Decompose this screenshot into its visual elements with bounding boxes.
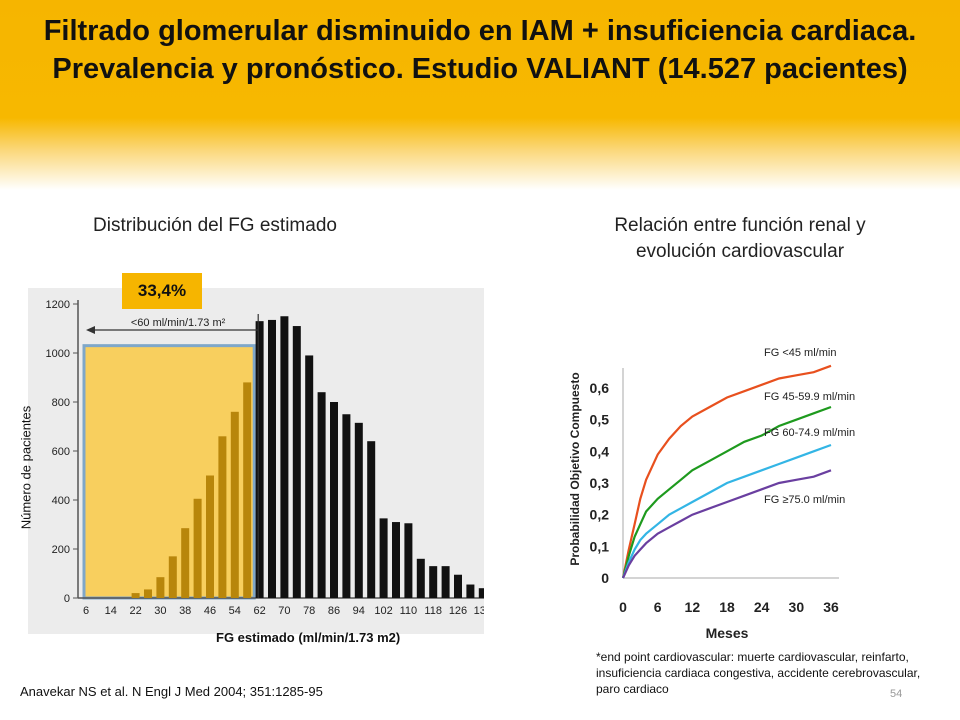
- bar: [404, 523, 413, 598]
- x-tick-label: 126: [449, 605, 467, 617]
- citation: Anavekar NS et al. N Engl J Med 2004; 35…: [20, 684, 323, 699]
- y-axis-label-left: Número de pacientes: [18, 405, 34, 530]
- series-line: [621, 364, 832, 579]
- x-tick-label: 12: [685, 599, 701, 615]
- bar: [131, 593, 140, 598]
- bar: [280, 316, 289, 598]
- y-tick-label: 0: [64, 593, 70, 605]
- x-tick-label: 94: [353, 605, 365, 617]
- y-tick-label: 0,3: [590, 475, 610, 491]
- x-tick-label: 54: [229, 605, 241, 617]
- series-label: FG 60-74.9 ml/min: [764, 427, 855, 439]
- bar: [367, 441, 376, 598]
- bar: [392, 522, 400, 598]
- series-label: FG <45 ml/min: [764, 347, 836, 359]
- outcome-chart-svg: 0 0,1 0,2 0,3 0,4 0,5 0,6 0 6 12 18 24 30 36 Meses Prob…: [568, 347, 855, 641]
- y-axis-label: Probabilidad Objetivo Compuesto: [568, 372, 582, 565]
- x-tick-label: 62: [253, 605, 265, 617]
- x-tick-label: 86: [328, 605, 340, 617]
- bar: [156, 577, 165, 598]
- x-tick-label: 38: [179, 605, 191, 617]
- bar: [342, 414, 351, 598]
- highlight-percentage: 33,4%: [122, 273, 202, 309]
- outcome-chart: 0 0,1 0,2 0,3 0,4 0,5 0,6 0 6 12 18 24 30 36 Meses Prob…: [563, 338, 863, 648]
- x-tick-label: 118: [424, 605, 442, 617]
- right-subtitle-line2: evolución cardiovascular: [635, 241, 845, 262]
- y-tick-label: 0,1: [590, 538, 610, 554]
- x-axis-label-left: FG estimado (ml/min/1.73 m2): [216, 630, 401, 645]
- y-tick-label: 0,6: [590, 380, 610, 396]
- x-tick-label: 70: [278, 605, 290, 617]
- x-tick-label: 6: [83, 605, 89, 617]
- bar: [230, 411, 239, 598]
- x-tick-label: 30: [789, 599, 805, 615]
- bar: [181, 528, 190, 598]
- bar: [354, 422, 363, 598]
- series-line: [621, 405, 832, 579]
- right-subtitle-line1: Relación entre función renal y: [614, 215, 866, 236]
- y-tick-label: 800: [52, 397, 70, 409]
- bar: [206, 475, 214, 598]
- y-tick-label: 600: [52, 446, 70, 458]
- threshold-arrow-head: [86, 326, 95, 334]
- page-number: 54: [890, 688, 903, 700]
- bar: [255, 321, 264, 598]
- footnote: *end point cardiovascular: muerte cardio…: [596, 650, 921, 696]
- distribution-chart-svg: 0 200 400 600 800 1000 1200 6 14 22 30 38 46 54 62 70 78…: [46, 299, 506, 617]
- x-tick-label: 22: [129, 605, 141, 617]
- distribution-chart: 0 200 400 600 800 1000 1200 6 14 22 30 38 46 54 62 70 78…: [28, 288, 506, 634]
- y-tick-label: 0: [601, 570, 609, 586]
- bar: [168, 556, 177, 598]
- series-line: [621, 469, 832, 579]
- y-tick-label: 0,4: [590, 443, 610, 459]
- bar: [379, 518, 388, 598]
- slide-title: Filtrado glomerular disminuido en IAM + …: [43, 15, 917, 85]
- right-subtitle: Relación entre función renal y evolución…: [555, 213, 925, 265]
- series-label: FG 45-59.9 ml/min: [764, 391, 855, 403]
- bar: [454, 574, 462, 598]
- y-tick-label: 200: [52, 544, 70, 556]
- x-tick-label: 134: [474, 605, 484, 617]
- bar: [243, 382, 252, 598]
- x-tick-label: 0: [619, 599, 627, 615]
- y-tick-label: 0,5: [590, 412, 610, 428]
- bar: [268, 319, 276, 598]
- header-band: [0, 0, 960, 190]
- bar: [218, 436, 227, 598]
- y-tick-label: 1000: [46, 348, 70, 360]
- x-tick-label: 18: [719, 599, 735, 615]
- x-tick-label: 46: [204, 605, 216, 617]
- bar: [292, 326, 301, 598]
- x-tick-label: 78: [303, 605, 315, 617]
- series-line: [621, 443, 832, 579]
- x-axis-label: Meses: [706, 625, 749, 641]
- y-tick-label: 0,2: [590, 507, 610, 523]
- y-tick-label: 400: [52, 495, 70, 507]
- bar: [478, 588, 487, 598]
- series-label: FG ≥75.0 ml/min: [764, 494, 845, 506]
- threshold-label: <60 ml/min/1.73 m²: [131, 317, 226, 329]
- bar: [144, 589, 152, 598]
- bar: [305, 355, 314, 598]
- bar: [429, 566, 438, 598]
- x-tick-label: 6: [654, 599, 662, 615]
- x-tick-label: 110: [400, 605, 418, 617]
- bar: [317, 392, 326, 598]
- bar: [466, 584, 475, 598]
- x-tick-label: 36: [823, 599, 839, 615]
- bar: [193, 498, 202, 598]
- bar: [416, 558, 425, 598]
- x-tick-label: 30: [154, 605, 166, 617]
- x-tick-label: 14: [105, 605, 117, 617]
- bar: [441, 566, 450, 598]
- x-tick-label: 24: [754, 599, 770, 615]
- y-tick-label: 1200: [46, 299, 70, 311]
- x-tick-label: 102: [374, 605, 392, 617]
- bar: [330, 402, 338, 598]
- left-subtitle: Distribución del FG estimado: [93, 215, 337, 236]
